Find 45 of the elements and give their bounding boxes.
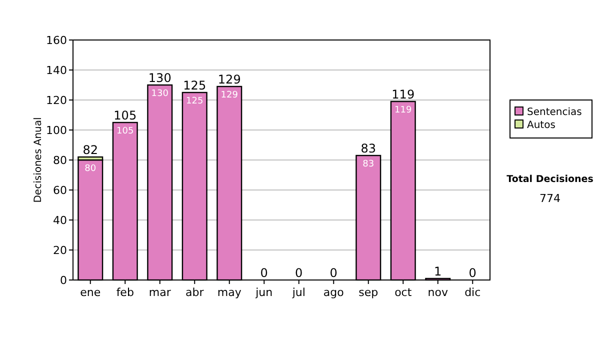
total-label: 82 <box>82 143 98 157</box>
data-label: 130 <box>151 89 169 99</box>
data-label: 80 <box>84 164 96 174</box>
total-label: 119 <box>392 88 415 102</box>
data-label: 129 <box>220 90 238 100</box>
x-tick-label: jun <box>254 286 273 299</box>
y-axis-title: Decisiones Anual <box>33 117 44 203</box>
x-tick-label: jul <box>291 286 306 299</box>
total-label: 0 <box>260 266 268 280</box>
data-label: 83 <box>362 160 374 170</box>
text: Total Decisiones <box>506 174 594 185</box>
total-label: 125 <box>183 78 206 92</box>
y-tick-label: 100 <box>46 124 67 137</box>
total-label: 130 <box>148 71 172 85</box>
data-label: 119 <box>394 106 412 116</box>
legend-label: Sentencias <box>527 107 582 118</box>
x-tick-label: may <box>217 286 242 299</box>
x-tick-label: mar <box>148 286 172 299</box>
total-label: 0 <box>330 266 338 280</box>
y-tick-label: 60 <box>53 184 67 197</box>
x-tick-label: dic <box>464 286 481 299</box>
y-tick-label: 140 <box>46 64 67 77</box>
total-label: 1 <box>434 264 442 278</box>
x-tick-label: abr <box>186 286 204 299</box>
x-tick-label: feb <box>116 286 134 299</box>
y-tick-label: 20 <box>53 244 67 257</box>
x-tick-label: oct <box>394 286 412 299</box>
y-tick-label: 0 <box>60 274 67 287</box>
total-label: 129 <box>218 72 241 86</box>
total-label: 0 <box>295 266 303 280</box>
x-tick-label: sep <box>358 286 378 299</box>
data-label: 105 <box>116 126 134 136</box>
y-tick-label: 40 <box>53 214 67 227</box>
x-tick-label: ene <box>80 286 101 299</box>
total-label: 105 <box>114 108 137 122</box>
x-tick-label: nov <box>428 286 448 299</box>
text: 774 <box>540 192 560 205</box>
total-label: 0 <box>468 266 476 280</box>
y-tick-label: 160 <box>46 34 67 47</box>
legend-label: Autos <box>527 120 556 131</box>
data-label: 125 <box>186 96 204 106</box>
x-tick-label: ago <box>323 286 344 299</box>
total-label: 83 <box>360 142 376 156</box>
y-tick-label: 120 <box>46 94 67 107</box>
y-tick-label: 80 <box>53 154 67 167</box>
